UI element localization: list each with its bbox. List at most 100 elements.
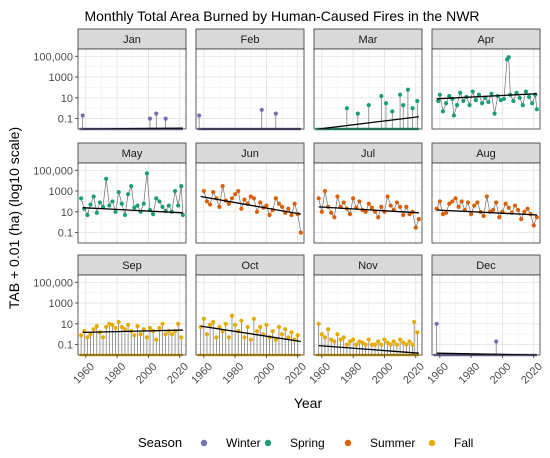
data-point bbox=[385, 194, 390, 199]
trend-line bbox=[436, 93, 537, 100]
data-point bbox=[110, 322, 115, 327]
data-point bbox=[382, 337, 387, 342]
data-point bbox=[169, 332, 175, 337]
data-point bbox=[217, 204, 222, 209]
x-axis-title: Year bbox=[294, 395, 323, 411]
data-point bbox=[515, 207, 521, 213]
data-point bbox=[322, 335, 328, 340]
panel-border bbox=[77, 162, 187, 244]
legend-item-summer: Summer bbox=[344, 436, 415, 450]
data-point bbox=[458, 90, 463, 95]
data-point bbox=[201, 188, 206, 194]
data-point bbox=[447, 93, 452, 99]
x-tick-label: 1960 bbox=[307, 361, 333, 387]
legend-key bbox=[428, 439, 436, 447]
panel-background bbox=[78, 49, 186, 129]
data-point bbox=[176, 203, 181, 208]
data-point bbox=[248, 194, 253, 199]
data-point bbox=[144, 335, 149, 340]
data-point bbox=[325, 327, 331, 332]
data-point bbox=[135, 203, 140, 208]
facet-strip-label: Jun bbox=[241, 148, 259, 160]
data-point bbox=[450, 199, 455, 204]
data-point bbox=[360, 340, 365, 345]
data-point bbox=[451, 113, 457, 118]
data-point bbox=[273, 196, 278, 201]
data-point bbox=[379, 93, 384, 99]
trend-line bbox=[82, 329, 183, 334]
panel-border bbox=[431, 48, 541, 130]
data-point bbox=[394, 200, 400, 205]
facet-panel-jan: Jan 0.1 10 1000 100,000 bbox=[33, 28, 187, 131]
data-point bbox=[94, 210, 99, 215]
data-point bbox=[379, 204, 384, 209]
data-point bbox=[354, 342, 359, 347]
data-point bbox=[397, 92, 403, 97]
y-tick-label: 1000 bbox=[49, 298, 73, 310]
series-line bbox=[80, 173, 184, 216]
data-point bbox=[245, 324, 250, 330]
y-tick-label: 0.1 bbox=[58, 114, 73, 126]
x-tick-label: 2020 bbox=[519, 361, 545, 387]
data-point bbox=[470, 89, 475, 94]
data-point bbox=[160, 321, 165, 326]
data-point bbox=[125, 322, 131, 327]
legend-item-winter: Winter bbox=[200, 436, 261, 450]
data-point bbox=[319, 332, 324, 337]
data-point bbox=[459, 199, 464, 204]
data-point bbox=[388, 203, 393, 208]
data-point bbox=[465, 200, 471, 205]
data-point bbox=[122, 212, 128, 218]
data-point bbox=[201, 316, 206, 321]
data-point bbox=[369, 205, 375, 210]
data-point bbox=[437, 199, 442, 204]
data-point bbox=[94, 324, 99, 329]
y-tick-label: 1000 bbox=[49, 186, 73, 198]
data-point bbox=[248, 337, 253, 342]
data-point bbox=[407, 339, 412, 344]
data-point bbox=[207, 202, 213, 207]
data-point bbox=[254, 328, 260, 334]
data-point bbox=[116, 189, 121, 195]
data-point bbox=[166, 203, 171, 208]
data-point bbox=[413, 225, 418, 230]
data-point bbox=[473, 98, 478, 103]
data-point bbox=[469, 212, 474, 217]
data-point bbox=[119, 201, 124, 206]
data-point bbox=[138, 332, 143, 337]
data-point bbox=[273, 111, 278, 116]
data-point bbox=[443, 210, 449, 215]
data-point bbox=[286, 335, 291, 340]
data-point bbox=[279, 204, 285, 209]
data-point bbox=[355, 111, 360, 116]
panel-background bbox=[432, 49, 540, 129]
data-point bbox=[372, 342, 378, 347]
data-point bbox=[283, 327, 288, 332]
trend-line bbox=[436, 209, 537, 216]
panel-background bbox=[432, 275, 540, 355]
data-point bbox=[490, 207, 496, 213]
data-point bbox=[329, 210, 334, 215]
data-point bbox=[88, 332, 93, 337]
data-point bbox=[506, 205, 511, 210]
facet-strip-label: Jan bbox=[123, 34, 141, 46]
data-point bbox=[338, 337, 343, 342]
data-point bbox=[97, 200, 103, 205]
data-point bbox=[506, 55, 511, 60]
facet-strip-label: Oct bbox=[241, 260, 258, 272]
data-point bbox=[223, 321, 228, 326]
data-point bbox=[494, 339, 499, 344]
data-point bbox=[91, 194, 96, 199]
facet-panel-nov: Nov 1960 1980 2000 2020 bbox=[307, 254, 427, 387]
data-point bbox=[476, 92, 482, 97]
data-point bbox=[157, 325, 162, 331]
data-point bbox=[376, 339, 381, 344]
data-point bbox=[270, 328, 275, 334]
data-point bbox=[519, 216, 524, 222]
y-tick-label: 1000 bbox=[49, 72, 73, 84]
data-point bbox=[351, 196, 356, 201]
data-point bbox=[525, 206, 530, 211]
data-point bbox=[242, 335, 247, 340]
data-point bbox=[366, 102, 371, 108]
data-point bbox=[461, 98, 466, 104]
